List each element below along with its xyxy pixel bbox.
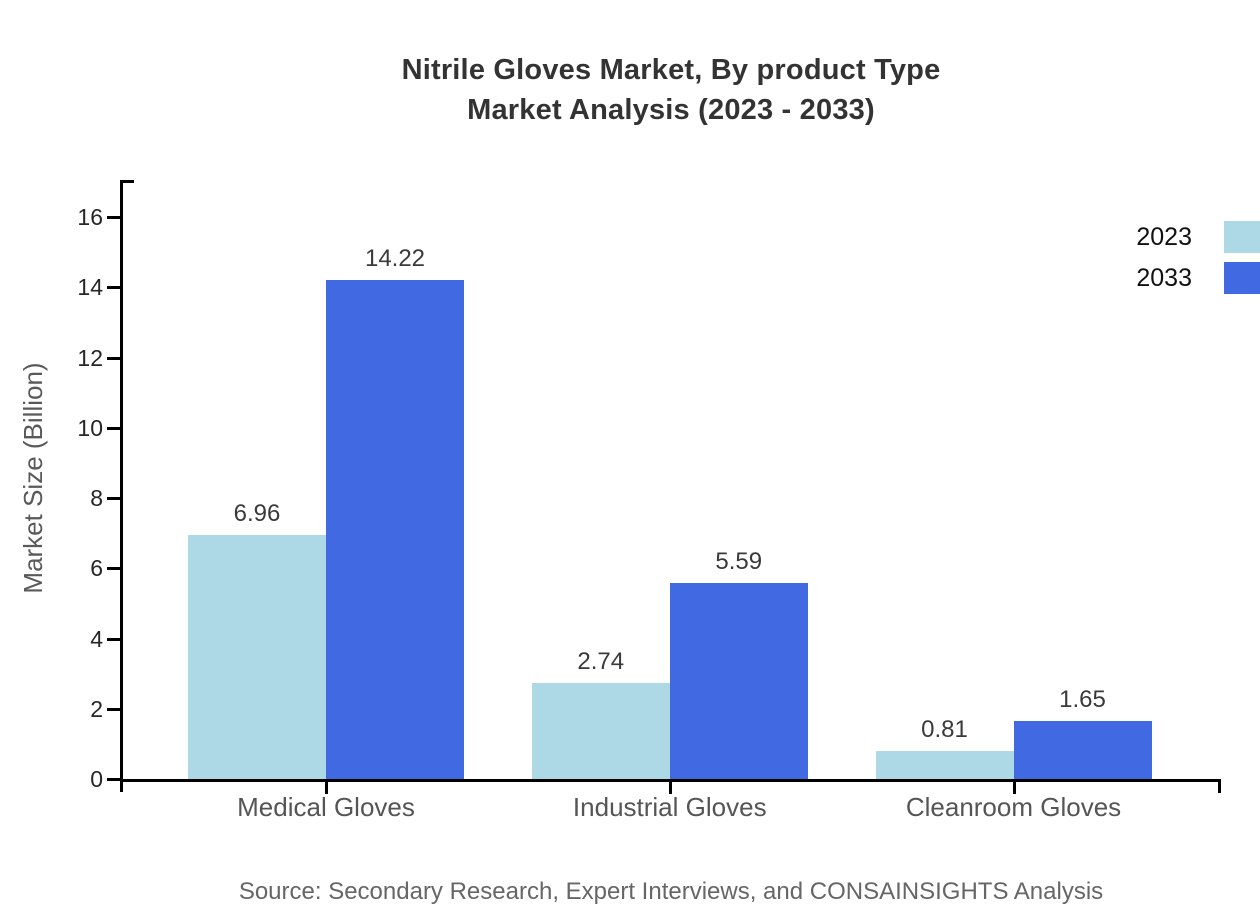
category-label: Medical Gloves [237, 792, 415, 822]
y-tick-mark [107, 567, 120, 571]
y-axis-top-cap [120, 180, 134, 183]
y-tick-label: 4 [90, 625, 103, 652]
bar-value-label: 14.22 [364, 244, 426, 272]
chart-title-line2: Market Analysis (2023 - 2033) [467, 94, 875, 126]
category-label: Industrial Gloves [572, 792, 767, 822]
bar-2033-medical-gloves [326, 279, 464, 779]
x-axis-line [120, 779, 1221, 782]
x-tick-mark [1012, 782, 1016, 794]
bar-value-label: 0.81 [921, 715, 968, 743]
y-tick-label: 14 [77, 274, 103, 301]
y-tick-mark [107, 426, 120, 430]
y-tick-mark [107, 707, 120, 711]
x-tick-mark [668, 782, 672, 794]
bar-2033-cleanroom-gloves [1013, 721, 1152, 779]
legend-swatch-2033 [1224, 262, 1260, 294]
bar-value-label: 6.96 [233, 499, 281, 527]
y-tick-label: 6 [90, 555, 103, 582]
bar-value-label: 1.65 [1059, 686, 1106, 714]
bar-2023-medical-gloves [188, 534, 326, 779]
y-tick-mark [107, 497, 120, 500]
y-tick-label: 12 [77, 344, 103, 371]
y-tick-mark [107, 286, 120, 290]
bar-value-label: 5.59 [715, 547, 763, 575]
x-tick-mark [325, 782, 328, 794]
y-tick-label: 8 [90, 485, 103, 511]
y-tick-label: 0 [90, 766, 103, 792]
x-axis-end-cap [1218, 779, 1221, 793]
y-tick-label: 10 [77, 414, 103, 441]
y-tick-mark [107, 216, 120, 219]
source-note: Source: Secondary Research, Expert Inter… [238, 878, 1104, 905]
legend-label-2033: 2033 [1136, 264, 1192, 292]
y-tick-mark [107, 356, 120, 360]
bar-2033-industrial-gloves [669, 582, 808, 779]
bar-value-label: 2.74 [577, 647, 625, 675]
y-tick-label: 16 [77, 204, 103, 230]
y-tick-label: 2 [90, 695, 103, 722]
bar-2023-industrial-gloves [531, 682, 670, 779]
bar-2023-cleanroom-gloves [875, 750, 1014, 779]
category-label: Cleanroom Gloves [905, 792, 1122, 822]
y-tick-mark [107, 637, 120, 641]
y-axis-line [120, 180, 123, 792]
chart-title-line1: Nitrile Gloves Market, By product Type [401, 54, 941, 86]
legend-label-2023: 2023 [1136, 223, 1192, 251]
legend-swatch-2023 [1224, 221, 1260, 253]
y-tick-mark [107, 778, 120, 781]
chart-title: Nitrile Gloves Market, By product Type M… [121, 50, 1221, 130]
